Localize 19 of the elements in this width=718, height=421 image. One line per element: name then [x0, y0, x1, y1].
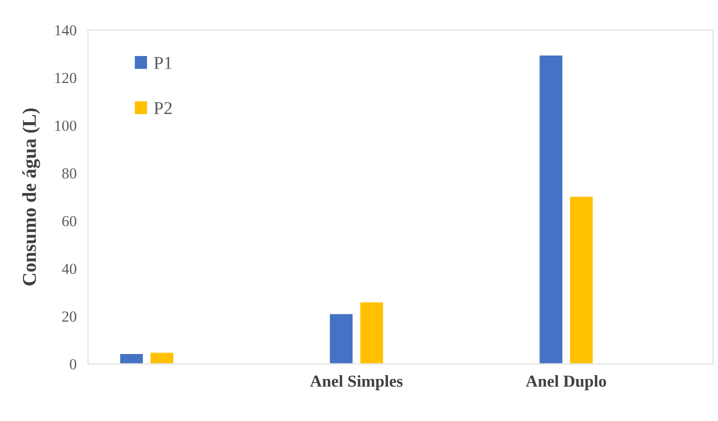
bar [568, 195, 594, 364]
bar [328, 312, 354, 364]
y-tick-label: 100 [55, 120, 76, 131]
x-tick-label: Anel Duplo [526, 375, 606, 390]
y-tick-label: 120 [55, 72, 76, 84]
bar [538, 54, 564, 364]
legend-label: P1 [154, 56, 172, 69]
bar [118, 352, 144, 364]
y-tick-label: 60 [62, 216, 76, 226]
y-axis-title: Consumo de água (L) [22, 108, 40, 286]
bar [358, 301, 384, 364]
y-tick-label: 20 [62, 311, 76, 322]
x-tick-label: Anel Simples [310, 375, 403, 390]
legend-label: P2 [154, 102, 172, 114]
y-tick-label: 140 [55, 25, 76, 36]
bar [149, 351, 175, 364]
y-tick-label: 0 [70, 359, 76, 370]
y-tick-label: 40 [62, 264, 76, 274]
y-tick-label: 80 [62, 168, 76, 179]
